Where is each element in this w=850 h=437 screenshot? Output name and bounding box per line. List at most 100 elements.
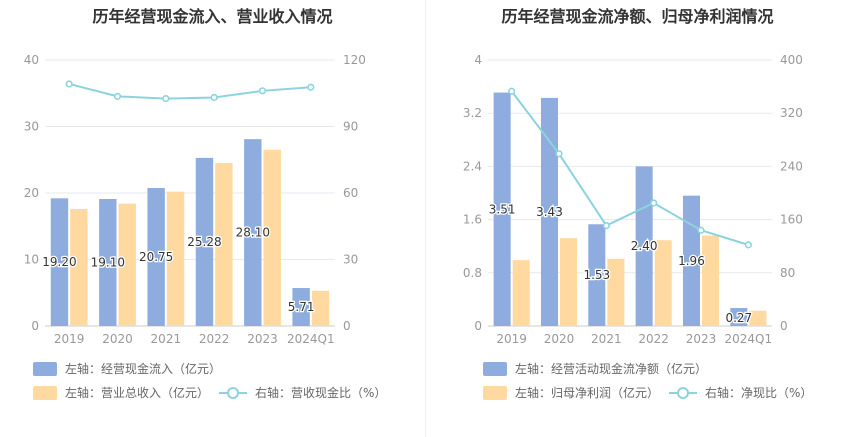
line-point <box>602 221 610 230</box>
data-label: 19.20 <box>42 255 76 269</box>
bar-series-2 <box>702 235 720 326</box>
data-label: 2.40 <box>631 239 658 253</box>
bar-series-2 <box>560 238 578 326</box>
x-axis-tick-label: 2024Q1 <box>725 332 773 346</box>
x-axis-tick-label: 2023 <box>247 332 278 346</box>
right-axis-tick-label: 0 <box>780 319 788 333</box>
line-point <box>113 92 122 100</box>
bar-series-1 <box>50 198 69 326</box>
x-axis-tick-label: 2020 <box>102 332 133 346</box>
x-axis-tick-label: 2024Q1 <box>287 332 335 346</box>
data-label: 0.27 <box>725 311 752 325</box>
line-point <box>258 87 267 95</box>
x-axis-tick-label: 2023 <box>686 332 717 346</box>
legend-item-revenue-cash-ratio[interactable]: 右轴：营收现金比（%） <box>219 384 386 401</box>
line-point <box>65 80 73 88</box>
legend-label: 左轴：营业总收入（亿元） <box>65 386 210 400</box>
net-cashflow-profit-panel: 历年经营现金流净额、归母净利润情况 0 0.8 1.6 2.4 3.2 4 0 80 160 24… <box>425 0 850 437</box>
bar-series-2 <box>512 260 530 326</box>
right-axis-tick-label: 90 <box>343 120 358 134</box>
line-point <box>162 94 170 103</box>
legend-item-revenue[interactable]: 左轴：营业总收入（亿元） <box>33 384 209 401</box>
legend-item-net-cashflow[interactable]: 左轴：经营活动现金流净额（亿元） <box>483 360 707 377</box>
data-label: 28.10 <box>236 226 270 240</box>
data-label: 1.96 <box>678 254 705 268</box>
bar-series-2 <box>166 191 185 326</box>
data-label: 19.10 <box>91 255 125 269</box>
line-point <box>744 241 752 249</box>
legend-item-net-profit[interactable]: 左轴：归母净利润（亿元） <box>483 384 659 401</box>
line-point <box>650 199 658 207</box>
left-axis-tick-label: 0.8 <box>463 266 482 280</box>
right-axis-tick-label: 0 <box>343 319 351 333</box>
left-axis-tick-label: 20 <box>24 186 39 200</box>
bar-series-1 <box>540 97 558 326</box>
right-axis-tick-label: 60 <box>343 186 358 200</box>
data-label: 5.71 <box>288 300 315 314</box>
left-axis-tick-label: 0 <box>474 319 482 333</box>
legend-item-net-cash-ratio[interactable]: 右轴：净现比（%） <box>669 384 812 401</box>
right-axis-tick-label: 320 <box>780 106 803 120</box>
cash-inflow-revenue-chart: 0 10 20 30 40 0 30 60 90 120 2019 2020 2021 2022 2023 2… <box>24 53 366 346</box>
bar-series-2 <box>263 149 281 326</box>
legend-line-marker-icon <box>219 386 247 400</box>
line-point <box>508 87 516 95</box>
bar-series-2 <box>749 310 767 326</box>
left-axis-tick-label: 3.2 <box>463 106 482 120</box>
data-label: 3.43 <box>536 205 563 219</box>
x-axis-tick-label: 2021 <box>591 332 622 346</box>
bar-series-2 <box>311 290 330 326</box>
bar-series-1 <box>147 188 165 326</box>
data-label: 25.28 <box>187 235 221 249</box>
chart-title: 历年经营现金流净额、归母净利润情况 <box>501 7 774 26</box>
right-axis-tick-label: 120 <box>343 53 366 67</box>
line-point <box>307 83 315 91</box>
data-label: 20.75 <box>139 250 173 264</box>
x-axis-tick-label: 2019 <box>496 332 527 346</box>
legend-label: 左轴：经营活动现金流净额（亿元） <box>515 362 708 376</box>
legend-label: 右轴：营收现金比（%） <box>255 386 387 400</box>
legend-swatch-icon <box>33 361 57 376</box>
x-axis-tick-label: 2022 <box>199 332 230 346</box>
bar-series-1 <box>99 198 117 326</box>
bar-series-1 <box>493 92 511 327</box>
left-axis-tick-label: 2.4 <box>463 159 482 173</box>
left-axis-tick-label: 30 <box>24 120 39 134</box>
bar-series-1 <box>195 157 214 326</box>
line-point <box>210 93 218 102</box>
right-axis-tick-label: 160 <box>780 213 803 227</box>
bar-series-1 <box>588 224 606 326</box>
legend-swatch-icon <box>483 385 507 400</box>
chart-title: 历年经营现金流入、营业收入情况 <box>92 7 333 26</box>
bar-series-1 <box>730 308 748 326</box>
x-axis-tick-label: 2020 <box>544 332 575 346</box>
bar-series-1 <box>244 139 262 326</box>
data-label: 1.53 <box>583 268 610 282</box>
x-axis-tick-label: 2022 <box>638 332 669 346</box>
bar-series-1 <box>292 288 310 326</box>
left-axis-tick-label: 1.6 <box>463 213 482 227</box>
legend-label: 左轴：经营现金流入（亿元） <box>65 362 222 376</box>
x-axis-tick-label: 2021 <box>151 332 182 346</box>
bar-series-2 <box>70 208 88 326</box>
legend-item-cash-inflow[interactable]: 左轴：经营现金流入（亿元） <box>33 360 221 377</box>
right-axis-tick-label: 400 <box>780 53 803 67</box>
cash-inflow-revenue-panel: 历年经营现金流入、营业收入情况 0 10 20 30 40 0 30 60 90 120 2019 2… <box>24 7 387 401</box>
legend-line-marker-icon <box>669 386 697 400</box>
line-series <box>510 90 749 246</box>
bar-series-2 <box>118 203 136 326</box>
legend-label: 右轴：净现比（%） <box>705 386 813 400</box>
right-axis-tick-label: 240 <box>780 159 803 173</box>
left-axis-tick-label: 4 <box>474 53 482 67</box>
bar-series-2 <box>654 240 672 326</box>
right-axis-tick-label: 80 <box>780 266 795 280</box>
x-axis-tick-label: 2019 <box>54 332 85 346</box>
line-series <box>68 82 311 100</box>
line-point <box>697 226 705 234</box>
bar-series-2 <box>215 163 233 326</box>
legend-swatch-icon <box>33 385 57 400</box>
legend-label: 左轴：归母净利润（亿元） <box>515 386 660 400</box>
bar-series-2 <box>607 258 625 326</box>
line-point <box>555 150 563 158</box>
left-axis-tick-label: 40 <box>24 53 39 67</box>
